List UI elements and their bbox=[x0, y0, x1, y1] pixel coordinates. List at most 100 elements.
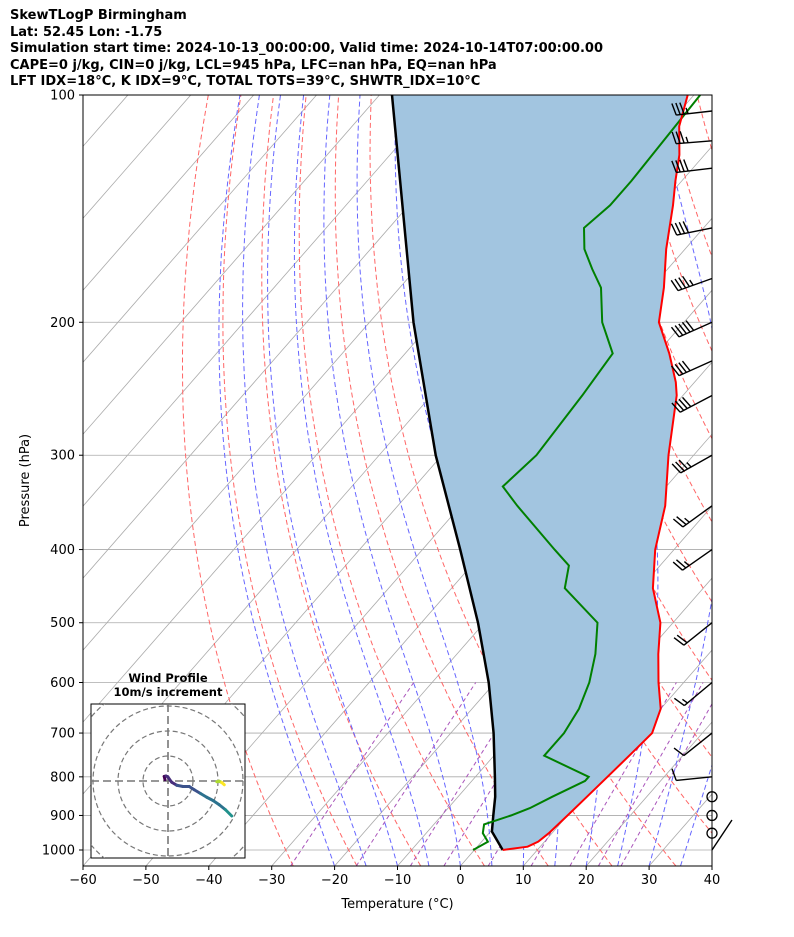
y-tick-label: 800 bbox=[50, 770, 75, 785]
axes-layer: −60 −50 −40 −30 −20 −10 0 10 20 30 40 1000 900 800 700… bbox=[18, 89, 720, 913]
wind-barb-staff bbox=[682, 505, 713, 528]
wind-barb-full-flag bbox=[678, 323, 687, 335]
wind-barb-full-flag bbox=[671, 131, 677, 144]
header-title: SkewTLogP Birmingham bbox=[10, 8, 187, 23]
mixing-ratio-line bbox=[569, 682, 677, 866]
wind-barb-half-flag bbox=[682, 698, 688, 704]
wind-barb-full-flag bbox=[670, 279, 679, 291]
y-tick-label: 100 bbox=[50, 89, 75, 104]
wind-barb bbox=[671, 131, 713, 145]
wind-barb-full-flag bbox=[671, 103, 677, 116]
moist-adiabat-line bbox=[356, 95, 493, 866]
wind-barb-staff bbox=[677, 277, 713, 292]
moist-adiabat-line bbox=[680, 763, 712, 866]
moist-adiabat-line bbox=[267, 95, 398, 866]
wind-barb-staff bbox=[683, 622, 713, 646]
wind-barb-staff bbox=[680, 454, 713, 474]
wind-barb bbox=[670, 360, 713, 377]
y-tick-label: 200 bbox=[50, 316, 75, 331]
header-times: Simulation start time: 2024-10-13_00:00:… bbox=[10, 41, 603, 56]
wind-barb-full-flag bbox=[681, 275, 690, 287]
wind-barb-full-flag bbox=[678, 362, 688, 373]
y-tick-label: 500 bbox=[50, 616, 75, 631]
isotherm-line bbox=[711, 865, 712, 866]
wind-barb-half-flag bbox=[684, 517, 690, 523]
parcel-shaded-area bbox=[392, 95, 688, 850]
wind-barb-full-flag bbox=[670, 365, 680, 377]
wind-barb-staff bbox=[676, 776, 713, 782]
hodograph-segment bbox=[224, 808, 234, 818]
x-tick-label: −50 bbox=[132, 873, 159, 888]
wind-barb-full-flag bbox=[675, 131, 681, 144]
x-tick-label: −60 bbox=[69, 873, 96, 888]
dry-adiabat-line bbox=[730, 95, 794, 866]
wind-barb-full-flag bbox=[674, 363, 684, 375]
wind-barb-full-flag bbox=[675, 102, 681, 115]
chart-header: SkewTLogP Birmingham Lat: 52.45 Lon: -1.… bbox=[10, 8, 603, 91]
dry-adiabat-line bbox=[182, 95, 294, 866]
wind-barb-full-flag bbox=[679, 131, 685, 144]
inset-subtitle: 10m/s increment bbox=[114, 685, 223, 699]
wind-barb bbox=[671, 394, 713, 413]
wind-barb bbox=[671, 102, 713, 116]
moist-adiabat-line bbox=[648, 95, 712, 866]
y-tick-label: 900 bbox=[50, 809, 75, 824]
x-tick-label: 20 bbox=[578, 873, 595, 888]
wind-barb-staff bbox=[676, 140, 713, 145]
wind-barb-half-flag bbox=[683, 561, 690, 567]
isotherm-line bbox=[83, 95, 380, 435]
x-tick-label: −20 bbox=[321, 873, 348, 888]
wind-barb-staff bbox=[683, 732, 713, 757]
wind-barb-staff bbox=[676, 167, 713, 174]
x-tick-label: 40 bbox=[704, 873, 721, 888]
dry-adiabat-line bbox=[261, 95, 422, 866]
moist-adiabat-line bbox=[323, 95, 461, 866]
shaded-area-layer bbox=[392, 95, 688, 850]
wind-barb-full-flag bbox=[681, 321, 691, 333]
wind-barb bbox=[673, 732, 713, 757]
wind-barb-full-flag bbox=[673, 637, 685, 646]
wind-barb bbox=[671, 454, 713, 474]
wind-barb-full-flag bbox=[681, 360, 691, 372]
wind-barb-half-flag bbox=[689, 279, 694, 286]
wind-barb bbox=[673, 622, 713, 646]
x-tick-label: −30 bbox=[258, 873, 285, 888]
wind-barb-staff bbox=[678, 321, 713, 338]
x-tick-label: −10 bbox=[384, 873, 411, 888]
isotherm-line bbox=[83, 95, 254, 291]
x-axis-label: Temperature (°C) bbox=[340, 897, 453, 912]
wind-barb bbox=[670, 275, 713, 292]
wind-barb bbox=[672, 548, 713, 571]
x-tick-label: −40 bbox=[195, 873, 222, 888]
wind-barb-half-flag bbox=[685, 107, 689, 114]
dewpoint-line bbox=[472, 95, 701, 851]
header-index-line: LFT IDX=18°C, K IDX=9°C, TOTAL TOTS=39°C… bbox=[10, 74, 481, 89]
header-cape-line: CAPE=0 j/kg, CIN=0 j/kg, LCL=945 hPa, LF… bbox=[10, 57, 497, 73]
wind-barb-full-flag bbox=[678, 459, 689, 470]
wind-barb-full-flag bbox=[676, 634, 688, 644]
wind-barb-full-flag bbox=[673, 747, 685, 757]
wind-barb bbox=[671, 159, 713, 174]
temperature-line bbox=[502, 95, 689, 851]
wind-barb-full-flag bbox=[675, 461, 685, 472]
wind-barb-staff bbox=[679, 394, 713, 413]
wind-barb-full-flag bbox=[670, 326, 680, 338]
wind-barb-full-flag bbox=[671, 768, 677, 781]
wind-barb-full-flag bbox=[679, 102, 685, 115]
header-location: Lat: 52.45 Lon: -1.75 bbox=[10, 24, 163, 40]
wind-barb bbox=[670, 221, 713, 236]
wind-barb-staff bbox=[676, 227, 713, 236]
wind-barb-full-flag bbox=[671, 402, 681, 413]
wind-barb-half-flag bbox=[685, 136, 689, 143]
isotherm-line bbox=[83, 95, 506, 579]
y-axis-label: Pressure (hPa) bbox=[18, 434, 33, 527]
wind-barb-full-flag bbox=[675, 559, 687, 569]
y-tick-label: 600 bbox=[50, 676, 75, 691]
wind-barb-staff bbox=[676, 110, 713, 116]
wind-barb-full-flag bbox=[675, 160, 681, 173]
wind-barb-half-flag bbox=[686, 462, 692, 468]
wind-barb-full-flag bbox=[670, 223, 678, 236]
wind-barb-full-flag bbox=[671, 160, 677, 173]
